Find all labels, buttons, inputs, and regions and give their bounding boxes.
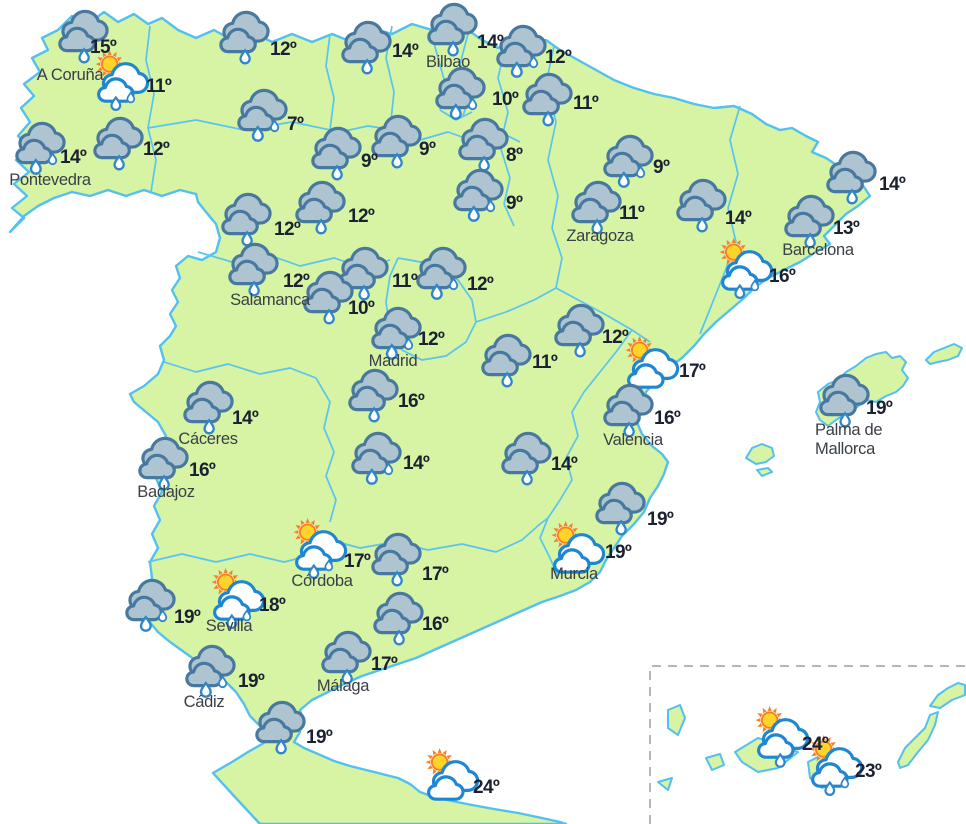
el-hierro-island [657,777,673,791]
sun-cloud-icon [426,748,478,799]
menorca-island [925,343,963,365]
lanzarote-island [929,682,966,709]
africa-coast [211,722,568,824]
sun-cloud-icon [756,706,808,767]
ibiza-island [745,443,775,465]
spain-landmass [8,10,872,744]
inset-dashed-border [649,665,966,824]
la-gomera-island [705,753,725,771]
la-palma-island [667,704,686,736]
canary-islands-inset [649,665,966,824]
sun-cloud-icon [810,735,862,795]
formentera-island [756,467,773,477]
fuerteventura-island [897,711,939,769]
